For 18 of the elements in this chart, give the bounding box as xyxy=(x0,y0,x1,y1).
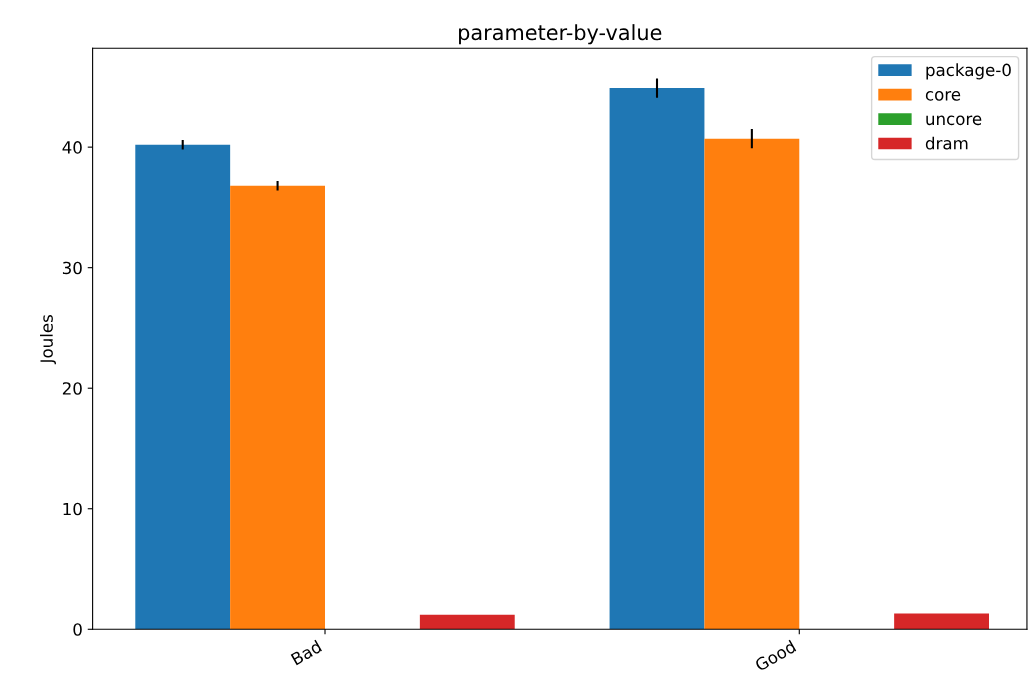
x-tick-label: Bad xyxy=(290,639,323,666)
bar xyxy=(894,613,989,630)
chart-title: parameter-by-value xyxy=(459,24,662,45)
bar xyxy=(135,144,231,630)
legend-label: package-0 xyxy=(926,63,1011,80)
legend-label: core xyxy=(925,91,961,101)
bar xyxy=(419,614,515,630)
legend-label: dram xyxy=(925,136,968,150)
bar xyxy=(609,88,705,630)
bar xyxy=(230,185,326,630)
y-tick-label: 20 xyxy=(62,382,82,395)
y-tick-label: 0 xyxy=(73,623,82,636)
y-axis-title: Joules xyxy=(39,314,56,365)
y-tick-label: 30 xyxy=(62,261,82,275)
y-tick-label: 40 xyxy=(62,141,82,154)
legend-label: uncore xyxy=(926,115,982,126)
bar xyxy=(704,138,800,630)
y-tick-label: 10 xyxy=(63,502,82,516)
